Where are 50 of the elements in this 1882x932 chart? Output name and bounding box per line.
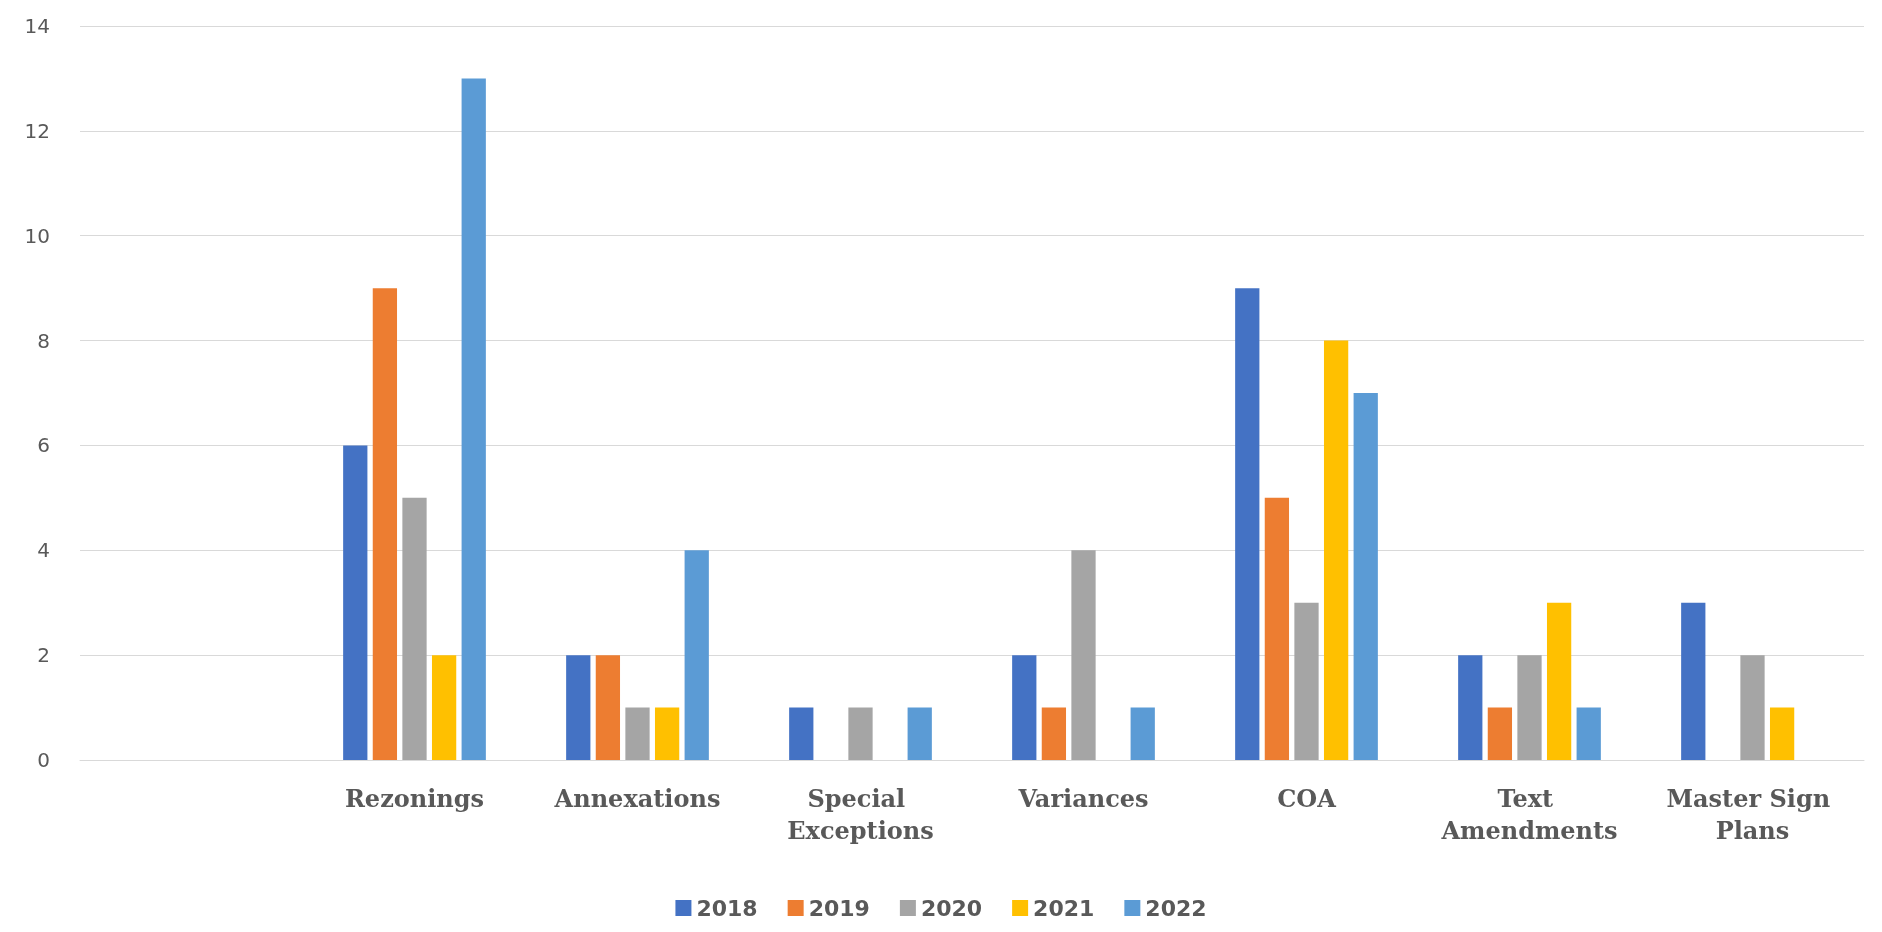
bar xyxy=(1071,550,1096,760)
x-tick-label: COA xyxy=(1277,783,1337,813)
legend-label: 2019 xyxy=(808,895,870,921)
bar xyxy=(1294,602,1319,760)
y-tick-label: 12 xyxy=(24,118,50,143)
bar xyxy=(402,497,427,760)
bar xyxy=(1130,707,1155,760)
x-tick-label: Annexations xyxy=(553,783,721,813)
bar xyxy=(461,78,486,760)
legend-label: 2021 xyxy=(1033,895,1095,921)
bar xyxy=(1769,707,1795,760)
bar xyxy=(1740,655,1765,760)
bar xyxy=(1681,602,1706,760)
bar xyxy=(848,707,873,760)
x-tick-label: Rezonings xyxy=(344,783,485,813)
bar xyxy=(684,550,709,760)
bar xyxy=(625,707,650,760)
legend-label: 2018 xyxy=(696,895,758,921)
bar xyxy=(1235,288,1260,760)
bar xyxy=(431,655,457,760)
bar xyxy=(654,707,680,760)
bar xyxy=(1264,497,1290,760)
x-tick-label: Master Sign Plans xyxy=(1666,783,1839,845)
y-tick-label: 14 xyxy=(24,14,50,38)
y-tick-label: 6 xyxy=(37,433,50,458)
y-tick-label: 0 xyxy=(37,748,50,772)
bar xyxy=(1353,393,1378,760)
y-tick-label: 10 xyxy=(24,223,50,248)
x-tick-label: Text Amendments xyxy=(1440,783,1618,845)
bar xyxy=(1487,707,1513,760)
x-tick-label: Special Exceptions xyxy=(787,783,934,845)
bar xyxy=(1458,655,1483,760)
bar xyxy=(1517,655,1542,760)
y-tick-label: 4 xyxy=(37,538,50,563)
bar xyxy=(595,655,621,760)
legend-label: 2020 xyxy=(920,895,983,921)
bar xyxy=(907,707,932,760)
bar xyxy=(1323,340,1349,760)
bar xyxy=(789,707,814,760)
y-tick-label: 8 xyxy=(37,328,50,353)
x-tick-label: Variances xyxy=(1017,783,1149,813)
bar xyxy=(1546,602,1572,760)
bar xyxy=(1576,707,1601,760)
bar xyxy=(566,655,591,760)
legend-label: 2022 xyxy=(1145,895,1207,921)
y-tick-label: 2 xyxy=(37,643,50,668)
bar xyxy=(372,288,398,760)
bar xyxy=(343,445,368,760)
bar xyxy=(1012,655,1037,760)
bar xyxy=(1041,707,1067,760)
